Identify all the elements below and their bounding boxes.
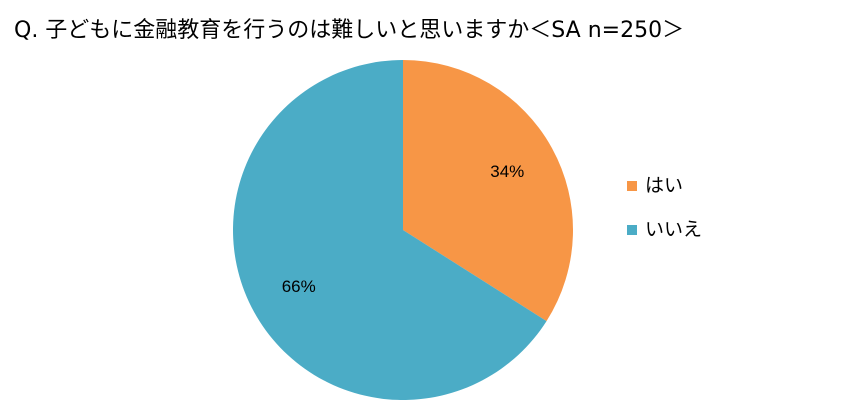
pie-slice (232, 60, 547, 400)
legend-label: いいえ (645, 219, 702, 241)
legend-swatch (627, 181, 637, 191)
data-label: 66% (282, 277, 316, 296)
legend-label: はい (645, 175, 683, 197)
data-label: 34% (490, 162, 524, 181)
pie-slice (403, 60, 573, 322)
legend-swatch (627, 225, 637, 235)
chart-title: Q. 子どもに金融教育を行うのは難しいと思いますか＜SA n=250＞ (14, 18, 684, 43)
